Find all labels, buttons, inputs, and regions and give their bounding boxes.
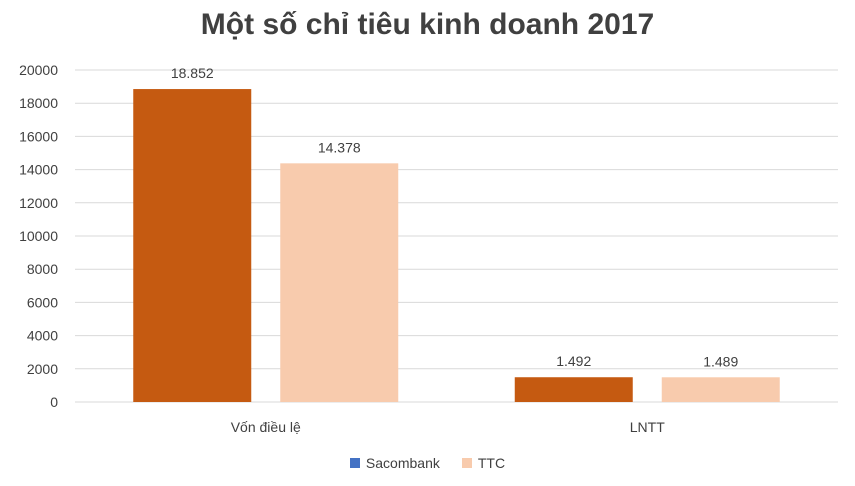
y-tick-label: 0 [50,394,58,410]
bar [661,377,780,402]
bar [133,89,252,403]
y-tick-label: 8000 [27,261,58,277]
legend-label-ttc: TTC [477,455,506,471]
legend-swatch-ttc [461,458,472,468]
y-tick-label: 12000 [19,195,58,211]
y-tick-label: 10000 [19,228,58,244]
data-label: 14.378 [318,139,361,155]
x-tick-label: Vốn điều lệ [231,419,301,435]
x-tick-label: LNTT [630,419,665,435]
y-tick-label: 20000 [19,62,58,78]
legend-item-sacombank[interactable]: Sacombank [349,455,440,471]
data-label: 1.492 [556,353,591,369]
bar [280,163,399,402]
legend-swatch-sacombank [349,458,360,468]
y-tick-label: 14000 [19,162,58,178]
legend-item-ttc[interactable]: TTC [461,455,506,471]
chart-title: Một số chỉ tiêu kinh doanh 2017 [200,8,655,41]
y-tick-label: 16000 [19,128,58,144]
bar [514,377,633,402]
chart-legend: Sacombank TTC [0,455,855,471]
legend-label-sacombank: Sacombank [365,455,440,471]
data-label: 18.852 [171,65,214,81]
data-label: 1.489 [703,353,738,369]
y-tick-label: 18000 [19,95,58,111]
y-tick-label: 4000 [27,328,58,344]
y-tick-label: 6000 [27,294,58,310]
y-tick-label: 2000 [27,361,58,377]
